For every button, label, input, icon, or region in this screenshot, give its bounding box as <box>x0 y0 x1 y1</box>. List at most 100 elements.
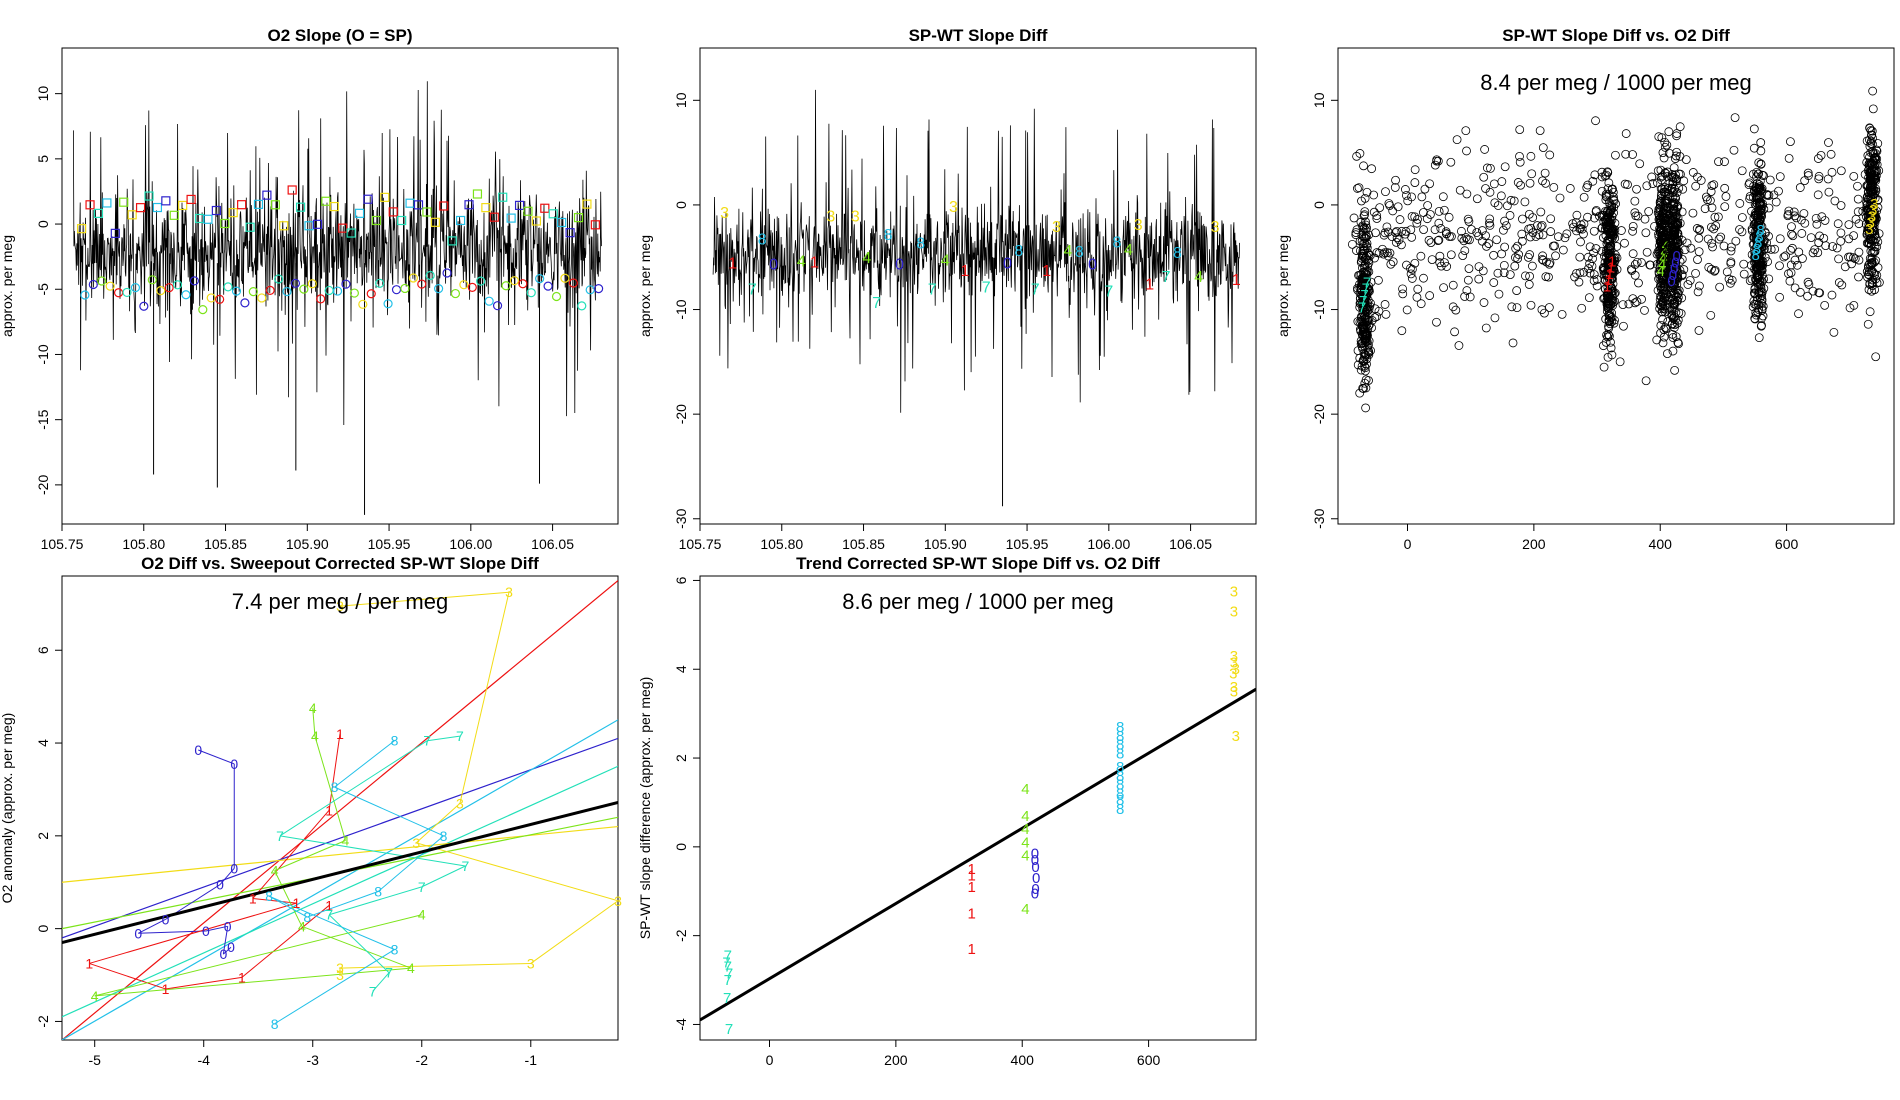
scatter-point <box>1635 159 1645 169</box>
scatter-point <box>1490 313 1500 323</box>
square-marker <box>178 200 188 211</box>
scatter-point <box>1398 284 1407 294</box>
scatter-point <box>1511 244 1521 253</box>
data-point-label: 8 <box>331 779 339 795</box>
square-marker <box>464 200 474 210</box>
scatter-point <box>1675 122 1685 132</box>
scatter-point <box>1845 252 1855 262</box>
y-tick-label: -20 <box>673 404 689 424</box>
data-point-label: 3 <box>336 598 344 614</box>
scatter-point <box>1436 224 1446 233</box>
scatter-point <box>1615 357 1625 367</box>
connector-line <box>279 835 466 867</box>
connector-line <box>415 802 461 844</box>
scatter-point <box>1585 242 1595 252</box>
scatter-point <box>1868 86 1878 96</box>
scatter-point <box>1575 252 1585 262</box>
data-point-label: 8 <box>1116 768 1124 785</box>
y-tick-label: -10 <box>35 344 51 364</box>
scatter-point <box>1826 149 1836 159</box>
scatter-point <box>1658 231 1667 241</box>
cycle-mean-label: 3 <box>949 199 958 216</box>
scatter-point <box>1577 303 1587 313</box>
x-tick-label: 106.05 <box>1169 536 1212 552</box>
scatter-point <box>1535 126 1545 136</box>
data-point-label: 7 <box>725 1021 733 1038</box>
scatter-point <box>1347 239 1357 249</box>
scatter-point <box>1397 326 1407 336</box>
x-tick-label: 105.85 <box>204 536 247 552</box>
scatter-point <box>1611 150 1620 160</box>
scatter-point <box>1610 233 1620 243</box>
circle-marker <box>341 279 351 289</box>
scatter-point <box>1360 193 1370 203</box>
connector-line <box>94 914 422 997</box>
scatter-point <box>1523 252 1533 262</box>
scatter-point <box>1754 288 1764 298</box>
square-marker <box>405 198 415 208</box>
x-tick-label: 106.00 <box>449 536 492 552</box>
scatter-point <box>1691 269 1700 278</box>
scatter-point <box>1604 323 1614 333</box>
scatter-point <box>1756 159 1766 169</box>
scatter-point <box>1479 298 1489 307</box>
data-point-label: 8 <box>303 909 311 925</box>
scatter-point <box>1597 172 1607 182</box>
circle-marker <box>198 305 208 315</box>
circle-marker <box>459 280 469 290</box>
scatter-point <box>1669 300 1679 310</box>
scatter-point <box>1642 247 1652 257</box>
scatter-point <box>1525 271 1535 281</box>
scatter-point <box>1497 177 1507 186</box>
scatter-point <box>1472 228 1482 237</box>
data-point-label: 1 <box>85 955 93 971</box>
scatter-point <box>1704 262 1714 272</box>
scatter-point <box>1694 233 1704 243</box>
y-tick-label: -5 <box>35 283 51 296</box>
scatter-point <box>1597 186 1607 196</box>
scatter-point <box>1619 321 1628 331</box>
scatter-point <box>1401 185 1410 194</box>
cycle-mean-label: 3 <box>1211 219 1220 236</box>
scatter-point <box>1854 247 1864 257</box>
scatter-point <box>1671 263 1680 273</box>
scatter-point <box>1693 255 1702 265</box>
x-tick-label: 105.90 <box>286 536 329 552</box>
connector-line <box>165 976 242 990</box>
scatter-point <box>1669 199 1678 209</box>
scatter-point <box>1747 224 1757 234</box>
scatter-point <box>1862 267 1872 276</box>
cycle-mean-label: 0 <box>1003 255 1012 272</box>
connector-line <box>427 735 460 742</box>
scatter-point <box>1463 275 1473 285</box>
scatter-point <box>1748 169 1758 179</box>
scatter-point <box>1663 240 1673 249</box>
data-point-label: 0 <box>1031 852 1039 869</box>
connector-line <box>339 962 531 969</box>
group-fit-line <box>62 719 618 1040</box>
scatter-point <box>1374 275 1383 285</box>
scatter-point <box>1537 255 1547 264</box>
scatter-point <box>1806 233 1816 242</box>
data-point-label: 1 <box>325 802 333 818</box>
scatter-point <box>1755 228 1764 238</box>
scatter-point <box>1753 259 1763 269</box>
scatter-point <box>1505 211 1515 220</box>
scatter-point <box>1790 211 1800 221</box>
scatter-point <box>1863 224 1873 234</box>
scatter-point <box>1685 276 1695 285</box>
x-tick-label: 106.05 <box>531 536 574 552</box>
scatter-point <box>1739 269 1749 279</box>
scatter-point <box>1870 193 1880 203</box>
scatter-point <box>1462 189 1472 199</box>
data-point-label: 4 <box>1021 808 1029 825</box>
scatter-point <box>1669 227 1679 237</box>
y-axis-label: SP-WT slope difference (approx. per meg) <box>637 677 653 940</box>
scatter-point <box>1804 280 1814 289</box>
scatter-point <box>1871 352 1881 362</box>
scatter-point <box>1632 257 1642 267</box>
cluster-mean-label: 8 <box>1755 228 1763 245</box>
y-tick-label: 0 <box>1311 201 1327 209</box>
scatter-point <box>1457 233 1467 243</box>
plot-frame <box>61 47 619 525</box>
